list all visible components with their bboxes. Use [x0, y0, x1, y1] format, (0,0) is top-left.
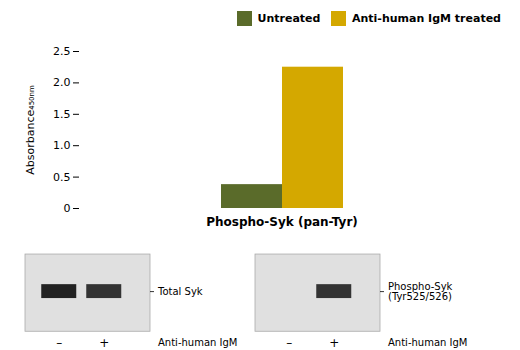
svg-text:Anti-human IgM: Anti-human IgM	[158, 336, 237, 347]
svg-text:1.5: 1.5	[53, 107, 71, 120]
svg-text:2.0: 2.0	[53, 76, 71, 89]
svg-text:+: +	[99, 336, 109, 350]
svg-text:1.0: 1.0	[53, 139, 71, 152]
svg-text:–: –	[286, 336, 292, 350]
svg-text:2.5: 2.5	[53, 45, 71, 58]
svg-text:–: –	[56, 336, 62, 350]
svg-text:Absorbance₄₅₀ₙₘ: Absorbance₄₅₀ₙₘ	[24, 85, 37, 175]
svg-text:Phospho-Syk(Tyr525/526): Phospho-Syk(Tyr525/526)	[388, 280, 453, 301]
svg-text:Phospho-Syk (pan-Tyr): Phospho-Syk (pan-Tyr)	[206, 215, 358, 229]
svg-text:Total Syk: Total Syk	[157, 285, 203, 296]
svg-text:0: 0	[64, 202, 71, 215]
svg-text:0.5: 0.5	[53, 170, 71, 183]
svg-text:+: +	[329, 336, 339, 350]
html-text:Untreated: Untreated	[257, 12, 321, 25]
svg-text:Anti-human IgM: Anti-human IgM	[388, 336, 467, 347]
html-text:Anti-human IgM treated: Anti-human IgM treated	[351, 12, 501, 25]
